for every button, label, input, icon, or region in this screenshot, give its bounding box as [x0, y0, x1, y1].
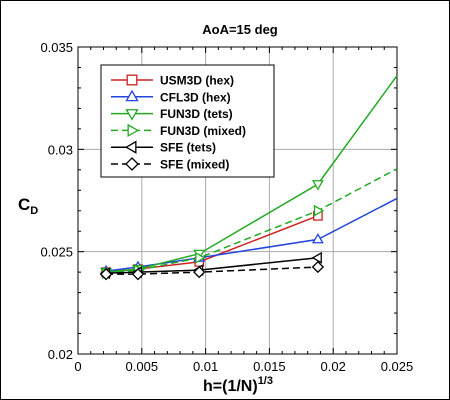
legend-label: USM3D (hex) — [160, 74, 234, 88]
legend-label: CFL3D (hex) — [160, 90, 231, 104]
series-layer — [99, 75, 398, 281]
y-tick-label: 0.03 — [48, 142, 73, 157]
data-point-marker — [311, 251, 322, 264]
axis-ticks: 0 0.005 0.01 0.015 0.02 0.025 0.02 0.025 0.03 0.0… — [40, 40, 413, 374]
data-point-marker — [126, 74, 138, 86]
x-tick-label: 0.015 — [253, 359, 286, 374]
legend-item: SFE (tets) — [111, 140, 216, 155]
series-2 — [100, 197, 398, 276]
legend: USM3D (hex) CFL3D (hex) FUN3D (tets) FUN3D … — [100, 64, 275, 178]
x-tick-label: 0.01 — [193, 359, 218, 374]
series-line — [106, 266, 318, 275]
legend-item: CFL3D (hex) — [111, 89, 231, 104]
x-axis-label: h=(1/N)1/3 — [203, 375, 273, 395]
y-tick-label: 0.035 — [40, 40, 73, 55]
data-point-marker — [311, 260, 325, 274]
data-point-marker — [193, 265, 206, 279]
legend-item: FUN3D (mixed) — [111, 123, 246, 138]
data-point-marker — [99, 268, 113, 281]
data-point-marker — [195, 251, 206, 264]
x-tick-label: 0.005 — [126, 359, 159, 374]
y-axis-label: CD — [18, 195, 38, 217]
series-line — [106, 257, 318, 274]
series-line — [105, 197, 398, 272]
y-tick-label: 0.02 — [48, 347, 73, 362]
data-point-marker — [131, 268, 145, 281]
legend-item: USM3D (hex) — [111, 74, 234, 88]
legend-label: FUN3D (tets) — [160, 107, 233, 121]
data-point-marker — [125, 109, 139, 121]
data-point-marker — [125, 157, 139, 171]
y-tick-label: 0.025 — [40, 245, 73, 260]
data-point-marker — [124, 140, 137, 154]
data-point-marker — [311, 233, 324, 244]
legend-item: FUN3D (tets) — [111, 107, 233, 121]
data-point-marker — [311, 180, 324, 191]
data-point-marker — [313, 204, 325, 217]
chart-title: AoA=15 deg — [202, 22, 278, 37]
plot-area — [77, 46, 398, 355]
legend-label: SFE (tets) — [160, 141, 216, 155]
data-point-marker — [127, 123, 140, 138]
x-tick-label: 0.02 — [321, 359, 346, 374]
series-6 — [99, 260, 325, 281]
legend-label: FUN3D (mixed) — [160, 124, 246, 138]
x-tick-label: 0.025 — [381, 359, 414, 374]
data-point-marker — [125, 89, 139, 102]
legend-item: SFE (mixed) — [111, 157, 229, 172]
x-tick-label: 0 — [74, 359, 81, 374]
legend-label: SFE (mixed) — [160, 158, 229, 172]
